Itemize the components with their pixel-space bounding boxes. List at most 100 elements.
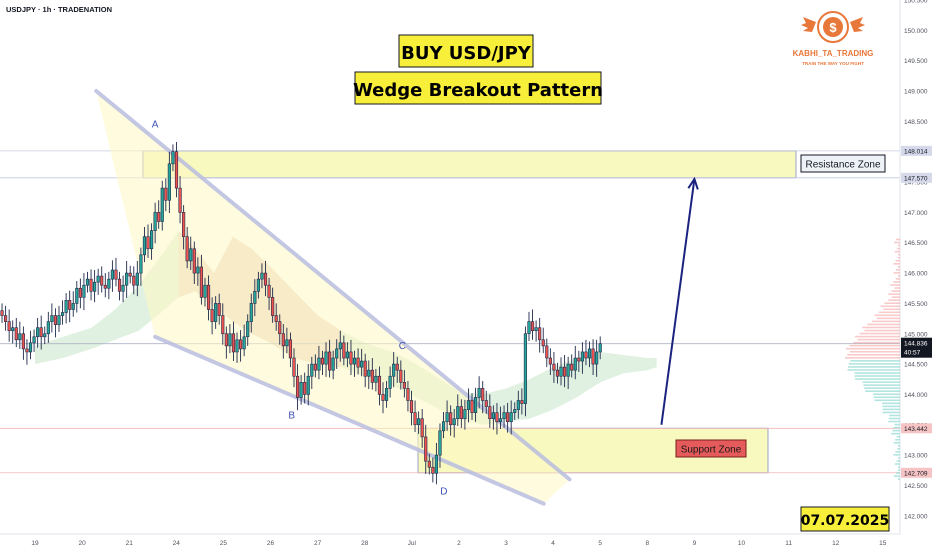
y-tick-label: 149.000 [904, 89, 928, 96]
x-tick-label: 3 [504, 540, 508, 547]
candle-body [189, 248, 193, 262]
volume-profile-bar [882, 411, 900, 414]
volume-profile-bar [873, 396, 900, 399]
candle-body [399, 369, 403, 383]
candle-body [36, 327, 40, 338]
y-tick-label: 143.000 [904, 453, 928, 460]
candle-body [0, 310, 4, 316]
x-tick-label: 25 [220, 540, 228, 547]
candle-body [395, 363, 399, 371]
y-tick-label: 146.000 [904, 271, 928, 278]
target-arrow-line[interactable] [660, 178, 696, 425]
volume-profile-bar [898, 266, 900, 268]
volume-profile-bar [895, 278, 900, 280]
candle-body [14, 327, 18, 341]
candle-body [103, 284, 107, 289]
candle-body [484, 400, 488, 407]
candle-body [463, 409, 467, 420]
candle-body [434, 454, 438, 474]
symbol-info[interactable]: USDJPY · 1h · TRADENATION [6, 5, 112, 14]
volume-profile-bar [873, 393, 900, 396]
x-tick-label: 10 [738, 540, 746, 547]
candle-body [149, 230, 154, 250]
volume-profile-bar [898, 244, 900, 247]
x-tick-label: 2 [457, 540, 461, 547]
volume-profile-bar [880, 305, 900, 308]
logo-name: KABHI_TA_TRADING [793, 49, 874, 58]
candle-body [328, 351, 332, 371]
volume-profile-bar [898, 275, 900, 277]
date-box [800, 506, 890, 532]
candle-body [598, 343, 602, 353]
candle-body [541, 339, 545, 347]
candle-body [360, 360, 364, 368]
candle-body [64, 300, 68, 313]
resistance-zone [142, 150, 797, 179]
support-zone-label: Support Zone [681, 445, 742, 456]
x-tick-label: 20 [78, 540, 86, 547]
candle-body [171, 151, 175, 165]
candle-body [228, 333, 232, 347]
candle-body [520, 400, 524, 404]
volume-profile-bar [893, 241, 900, 244]
volume-profile-bar [895, 259, 900, 262]
candle-body [303, 381, 307, 395]
volume-profile-bar [894, 250, 900, 253]
price-label-box [901, 172, 932, 183]
candle-body [196, 266, 200, 274]
candle-body [46, 321, 50, 335]
candle-body [4, 315, 8, 322]
candle-body [313, 363, 317, 371]
price-label-box [901, 145, 932, 156]
candle-body [11, 327, 15, 332]
candle-body [288, 339, 293, 359]
pattern-points-layer: A B C D [152, 119, 448, 497]
candle-body [573, 357, 577, 371]
volume-profile-bar [894, 287, 900, 289]
candle-body [167, 163, 171, 201]
x-tick-label: 12 [832, 540, 840, 547]
candle-body [516, 400, 520, 410]
candle-body [384, 388, 389, 401]
current-price-badge[interactable] [901, 337, 932, 358]
volume-profile-bar [898, 445, 900, 447]
candle-body [128, 272, 132, 277]
y-tick-label: 145.000 [904, 331, 928, 338]
x-tick-label: 5 [598, 540, 602, 547]
volume-profile-bar [867, 323, 900, 326]
candle-body [417, 418, 421, 426]
price-label-text: 143.442 [904, 426, 928, 433]
volume-profile-bar [862, 326, 900, 329]
volume-profile-bar [857, 338, 900, 341]
price-labels-layer: 148.014 147.570 143.442 142.709 144.836 40:57 [901, 145, 932, 478]
volume-profile-bar [854, 335, 900, 338]
candle-body [75, 287, 79, 304]
volume-profile-bar [895, 472, 900, 474]
y-tick-label: 144.500 [904, 362, 928, 369]
wedge-lower-line[interactable] [153, 334, 546, 506]
price-label-text: 147.570 [904, 175, 928, 182]
volume-profile-bar [848, 363, 900, 365]
volume-profile-bar [847, 353, 900, 356]
candle-body [513, 409, 517, 413]
candle-body [135, 272, 139, 286]
candle-body [82, 284, 86, 298]
price-axis[interactable] [900, 0, 932, 534]
candle-body [274, 315, 278, 322]
x-tick-label: 21 [126, 540, 134, 547]
candle-body [367, 369, 371, 377]
y-tick-label: 147.000 [904, 210, 928, 217]
volume-profile-bar [896, 247, 900, 250]
x-tick-label: 28 [361, 540, 369, 547]
candle-body [424, 436, 428, 462]
candle-body [278, 321, 282, 335]
target-arrow-head-icon [687, 176, 699, 190]
candle-body [548, 357, 552, 365]
time-axis[interactable] [0, 534, 932, 550]
candle-body [352, 357, 357, 365]
x-tick-label: 8 [645, 540, 649, 547]
candle-body [114, 269, 118, 280]
volume-profile-bar [892, 429, 900, 432]
candle-body [563, 366, 567, 377]
